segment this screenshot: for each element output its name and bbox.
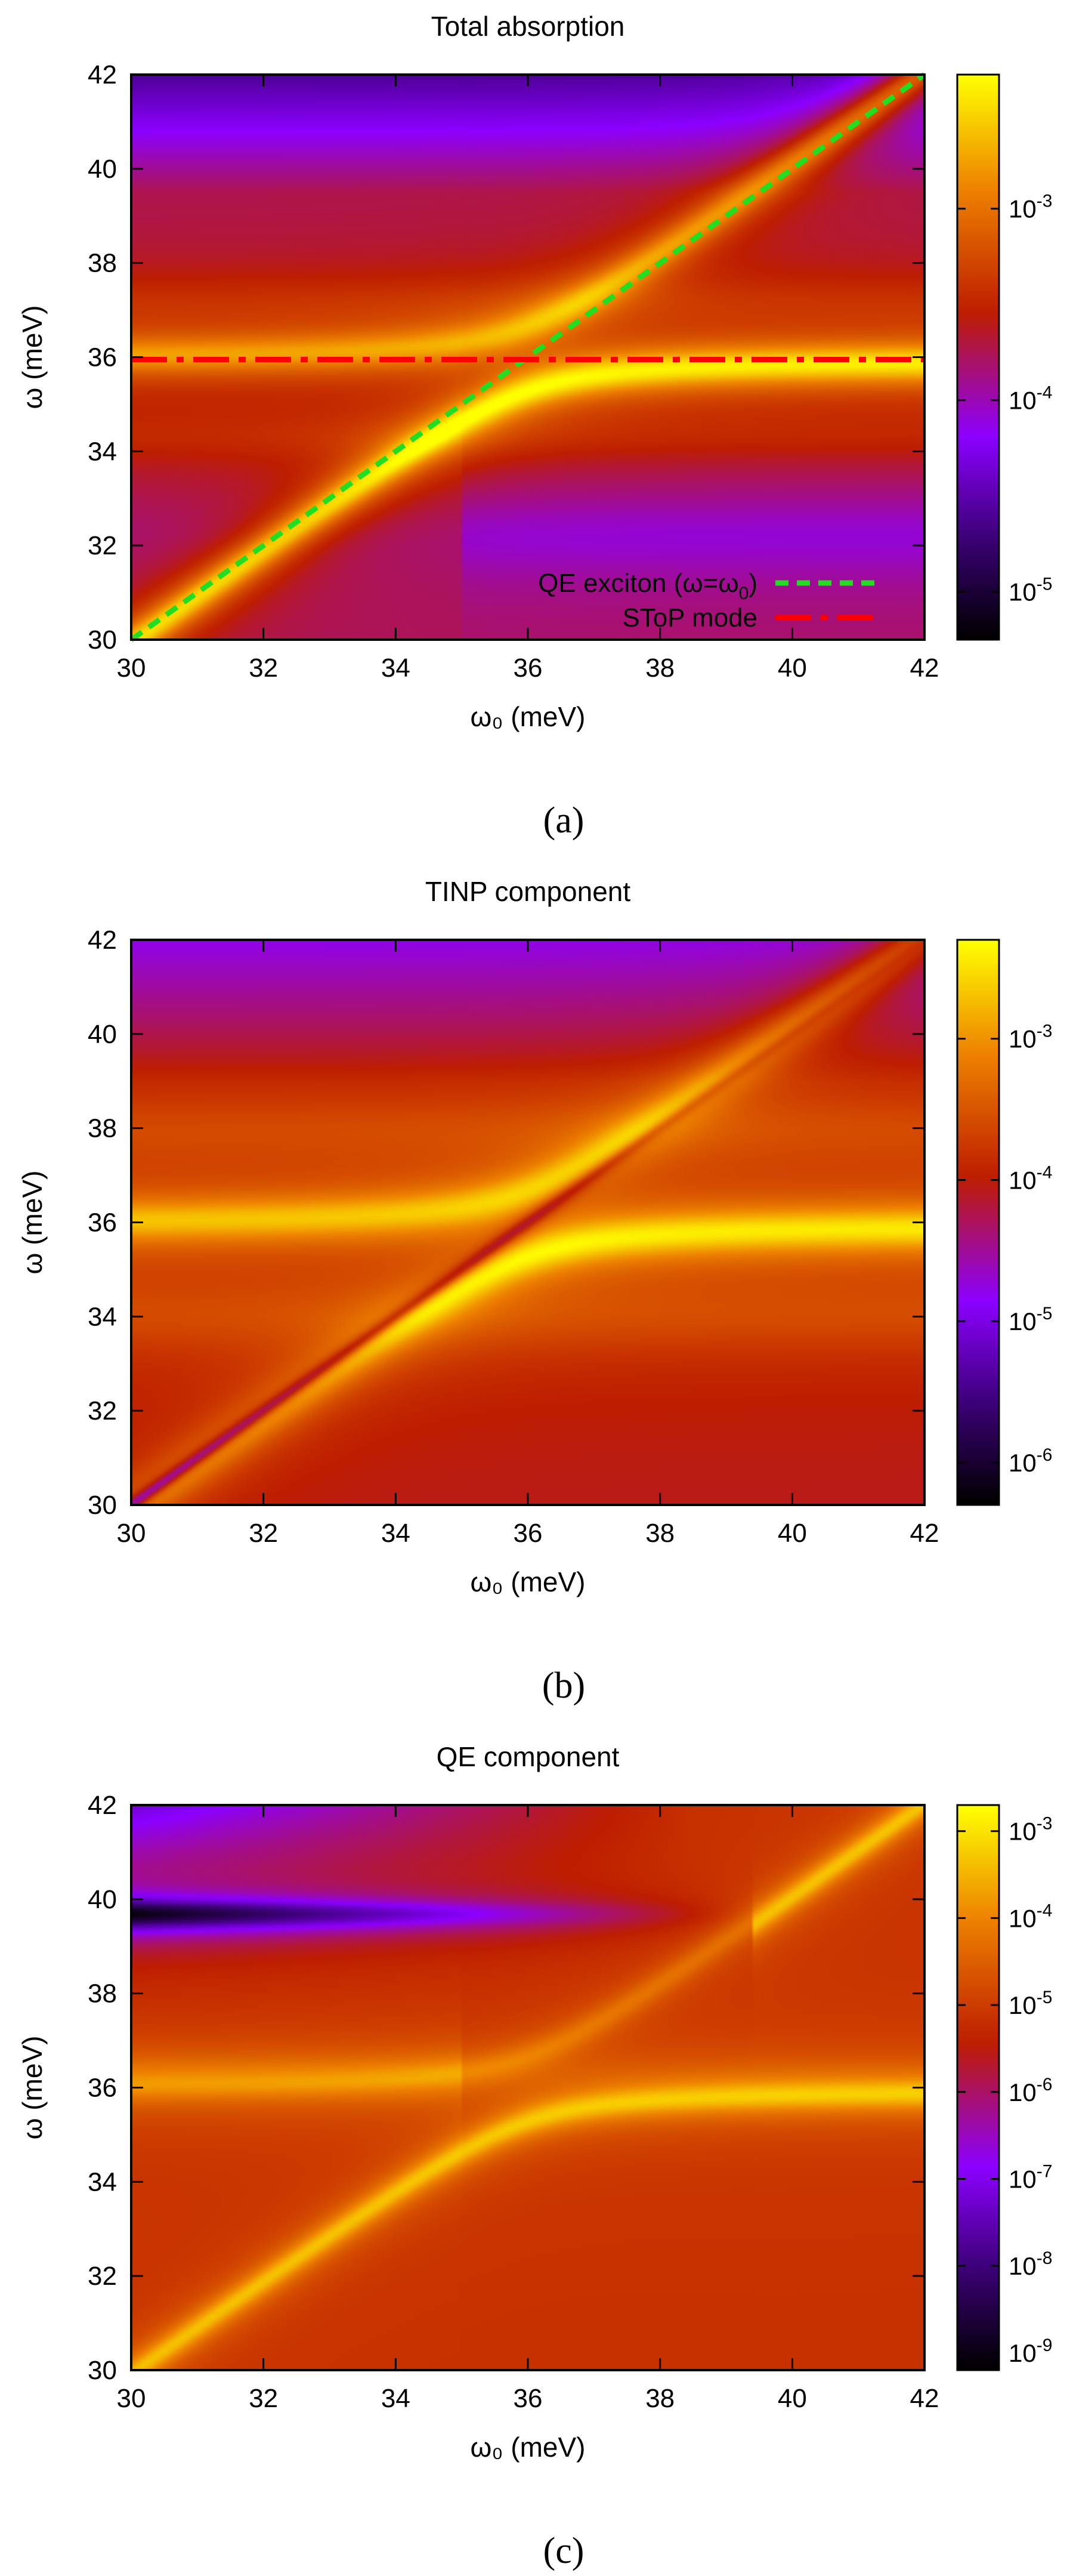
x-tick-label: 42 (910, 653, 939, 683)
colorbar-tick-label: 10-4 (1009, 1901, 1052, 1932)
colorbar (957, 75, 999, 640)
x-tick-label: 30 (117, 653, 146, 683)
y-tick-label: 30 (88, 1491, 117, 1520)
y-tick-label: 34 (88, 437, 117, 466)
y-tick-label: 36 (88, 1208, 117, 1238)
x-tick-label: 40 (778, 1519, 807, 1548)
x-tick-label: 30 (117, 1519, 146, 1548)
colorbar (957, 940, 999, 1505)
y-tick-label: 30 (88, 625, 117, 655)
panel-c: QE component 30 32 34 36 38 40 42 30 32 34 36 38 40 42… (17, 1741, 1052, 2571)
y-tick-label: 34 (88, 2167, 117, 2196)
y-tick-label: 40 (88, 1020, 117, 1049)
panel-caption: (b) (542, 1665, 585, 1706)
panel-a: Total absorption 30 32 34 36 38 40 42 30 32 34 36 38… (17, 11, 1052, 841)
colorbar-tick-label: 10-3 (1009, 192, 1052, 223)
y-tick-label: 42 (88, 60, 117, 90)
y-tick-label: 38 (88, 1114, 117, 1143)
chart-title: QE component (437, 1741, 620, 1772)
colorbar-frame (956, 939, 1000, 1506)
colorbar-tick-label: 10-9 (1009, 2336, 1052, 2367)
colorbar (957, 1805, 999, 2370)
legend-label: SToP mode (622, 603, 757, 633)
y-tick-label: 42 (88, 925, 117, 955)
x-axis-label: ω₀ (meV) (470, 1566, 585, 1597)
y-tick-label: 36 (88, 343, 117, 372)
y-axis-label: ω (meV) (17, 306, 48, 409)
colorbar-tick-label: 10-6 (1009, 2075, 1052, 2106)
x-tick-label: 34 (381, 653, 410, 683)
x-tick-label: 34 (381, 2384, 410, 2413)
chart-title: TINP component (425, 876, 631, 907)
x-tick-label: 36 (514, 1519, 543, 1548)
x-tick-label: 36 (514, 2384, 543, 2413)
y-axis-label: ω (meV) (17, 1171, 48, 1275)
x-axis-label: ω₀ (meV) (470, 701, 585, 732)
colorbar-tick-label: 10-3 (1009, 1022, 1052, 1053)
colorbar-tick-label: 10-5 (1009, 1304, 1052, 1335)
y-tick-label: 38 (88, 249, 117, 278)
y-axis-label: ω (meV) (17, 2036, 48, 2140)
x-tick-label: 36 (514, 653, 543, 683)
x-tick-label: 38 (645, 2384, 675, 2413)
colorbar-tick-label: 10-3 (1009, 1814, 1052, 1846)
x-tick-label: 38 (645, 653, 675, 683)
chart-title: Total absorption (431, 11, 625, 42)
x-tick-label: 32 (249, 2384, 278, 2413)
x-tick-label: 30 (117, 2384, 146, 2413)
panel-caption: (a) (543, 800, 585, 841)
x-tick-label: 40 (778, 2384, 807, 2413)
colorbar-tick-label: 10-5 (1009, 575, 1052, 606)
y-tick-label: 40 (88, 155, 117, 184)
colorbar-tick-label: 10-5 (1009, 1988, 1052, 2019)
panel-b: TINP component 30 32 34 36 38 40 42 30 32 34 36 38 40… (17, 876, 1052, 1706)
x-tick-label: 42 (910, 1519, 939, 1548)
colorbar-tick-label: 10-6 (1009, 1445, 1052, 1477)
colorbar-tick-label: 10-4 (1009, 383, 1052, 415)
y-tick-label: 32 (88, 1396, 117, 1426)
panel-caption: (c) (543, 2531, 585, 2571)
heatmap-image (131, 940, 924, 1505)
colorbar-frame (956, 73, 1000, 641)
y-tick-label: 30 (88, 2356, 117, 2385)
overlay-line-qe-exciton (129, 72, 926, 642)
colorbar-tick-label: 10-4 (1009, 1162, 1052, 1194)
colorbar-frame (956, 1804, 1000, 2371)
x-tick-label: 42 (910, 2384, 939, 2413)
legend-label: QE exciton (ω=ω0) (538, 569, 757, 603)
colorbar-tick-label: 10-7 (1009, 2161, 1052, 2193)
y-tick-label: 42 (88, 1791, 117, 1820)
colorbar-tick-label: 10-8 (1009, 2248, 1052, 2280)
y-tick-label: 40 (88, 1885, 117, 1914)
x-tick-label: 40 (778, 653, 807, 683)
x-tick-label: 34 (381, 1519, 410, 1548)
x-axis-label: ω₀ (meV) (470, 2432, 585, 2463)
y-tick-label: 32 (88, 531, 117, 560)
x-tick-label: 32 (249, 653, 278, 683)
y-tick-label: 34 (88, 1302, 117, 1331)
heatmap-image (131, 1805, 924, 2370)
x-tick-label: 32 (249, 1519, 278, 1548)
x-tick-label: 38 (645, 1519, 675, 1548)
y-tick-label: 32 (88, 2262, 117, 2291)
y-tick-label: 36 (88, 2074, 117, 2103)
y-tick-label: 38 (88, 1979, 117, 2009)
